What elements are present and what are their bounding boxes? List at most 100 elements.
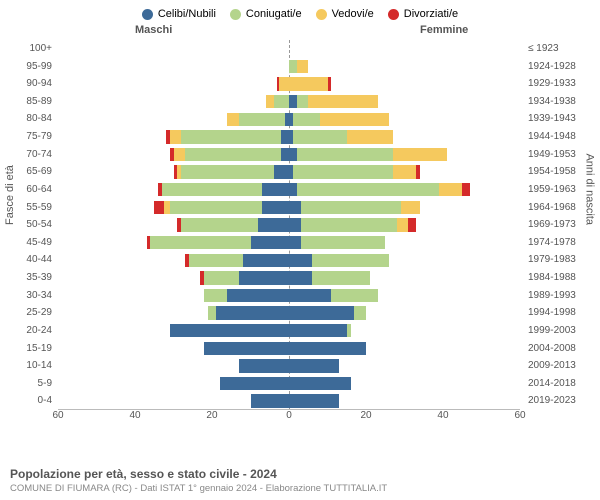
bar-segment: [289, 394, 339, 407]
male-bar: [227, 113, 289, 126]
pyramid-row: [58, 251, 520, 269]
birth-year-label: 2019-2023: [528, 392, 576, 410]
birth-year-label: 1989-1993: [528, 287, 576, 305]
age-label: 80-84: [26, 110, 52, 128]
bar-segment: [251, 236, 290, 249]
female-bar: [289, 342, 366, 355]
age-label: 30-34: [26, 287, 52, 305]
pyramid-row: [58, 216, 520, 234]
bar-segment: [185, 148, 281, 161]
male-bar: [170, 148, 289, 161]
legend-label: Vedovi/e: [332, 8, 374, 20]
birth-year-label: 2004-2008: [528, 340, 576, 358]
bar-segment: [331, 289, 377, 302]
bar-segment: [347, 130, 393, 143]
bar-segment: [274, 165, 289, 178]
population-pyramid-chart: Celibi/NubiliConiugati/eVedovi/eDivorzia…: [0, 0, 600, 500]
birth-year-label: 2009-2013: [528, 357, 576, 375]
bar-segment: [239, 359, 289, 372]
pyramid-row: [58, 234, 520, 252]
female-bar: [289, 183, 470, 196]
age-label: 20-24: [26, 322, 52, 340]
bar-segment: [281, 148, 289, 161]
bar-segment: [354, 306, 366, 319]
legend-item: Divorziati/e: [388, 8, 458, 20]
birth-year-label: 1994-1998: [528, 304, 576, 322]
legend-swatch: [388, 9, 399, 20]
female-bar: [289, 148, 447, 161]
pyramid-row: [58, 146, 520, 164]
bar-segment: [301, 218, 397, 231]
birth-year-label: 1924-1928: [528, 58, 576, 76]
pyramid-row: [58, 392, 520, 410]
bar-segment: [293, 113, 320, 126]
bar-segment: [239, 271, 289, 284]
bar-segment: [227, 113, 239, 126]
bar-segment: [262, 183, 289, 196]
age-label: 25-29: [26, 304, 52, 322]
bars-area: [58, 40, 520, 410]
header-male: Maschi: [135, 24, 172, 36]
age-label: 10-14: [26, 357, 52, 375]
age-label: 0-4: [38, 392, 52, 410]
legend: Celibi/NubiliConiugati/eVedovi/eDivorzia…: [10, 8, 590, 20]
birth-year-label: 1959-1963: [528, 181, 576, 199]
legend-item: Celibi/Nubili: [142, 8, 216, 20]
female-bar: [289, 77, 331, 90]
age-label: 60-64: [26, 181, 52, 199]
bar-segment: [227, 289, 289, 302]
age-label: 35-39: [26, 269, 52, 287]
male-bar: [170, 324, 289, 337]
legend-swatch: [230, 9, 241, 20]
birth-year-label: 1984-1988: [528, 269, 576, 287]
bar-segment: [289, 218, 301, 231]
plot-area: Fasce di età Anni di nascita 100+95-9990…: [10, 40, 590, 430]
age-label: 95-99: [26, 58, 52, 76]
birth-year-label: 1954-1958: [528, 163, 576, 181]
male-bar: [158, 183, 289, 196]
male-bar: [251, 394, 290, 407]
bar-segment: [204, 289, 227, 302]
pyramid-row: [58, 269, 520, 287]
pyramid-row: [58, 304, 520, 322]
bar-segment: [262, 201, 289, 214]
bar-segment: [312, 254, 389, 267]
pyramid-row: [58, 181, 520, 199]
age-label: 85-89: [26, 93, 52, 111]
male-bar: [239, 359, 289, 372]
chart-caption: Popolazione per età, sesso e stato civil…: [10, 467, 387, 494]
male-bar: [204, 289, 289, 302]
bar-segment: [393, 148, 447, 161]
legend-label: Celibi/Nubili: [158, 8, 216, 20]
bar-segment: [239, 113, 285, 126]
bar-segment: [289, 359, 339, 372]
female-bar: [289, 60, 308, 73]
birth-year-label: 1969-1973: [528, 216, 576, 234]
bar-segment: [289, 148, 297, 161]
bar-segment: [462, 183, 470, 196]
birth-year-label: 1944-1948: [528, 128, 576, 146]
female-bar: [289, 289, 378, 302]
bar-segment: [289, 236, 301, 249]
birth-year-label: 1999-2003: [528, 322, 576, 340]
female-bar: [289, 201, 420, 214]
bar-segment: [170, 201, 262, 214]
bar-segment: [204, 342, 289, 355]
age-label: 90-94: [26, 75, 52, 93]
bar-segment: [274, 95, 289, 108]
age-label: 50-54: [26, 216, 52, 234]
x-axis: 6040200204060: [58, 410, 520, 426]
male-bar: [147, 236, 289, 249]
birth-year-label: 1949-1953: [528, 146, 576, 164]
x-tick: 20: [360, 410, 371, 421]
x-tick: 0: [286, 410, 292, 421]
bar-segment: [289, 324, 347, 337]
male-bar: [200, 271, 289, 284]
x-tick: 60: [514, 410, 525, 421]
x-tick: 20: [206, 410, 217, 421]
male-bar: [174, 165, 289, 178]
birth-year-label: 2014-2018: [528, 375, 576, 393]
birth-year-label: 1974-1978: [528, 234, 576, 252]
male-bar: [177, 218, 289, 231]
pyramid-row: [58, 110, 520, 128]
